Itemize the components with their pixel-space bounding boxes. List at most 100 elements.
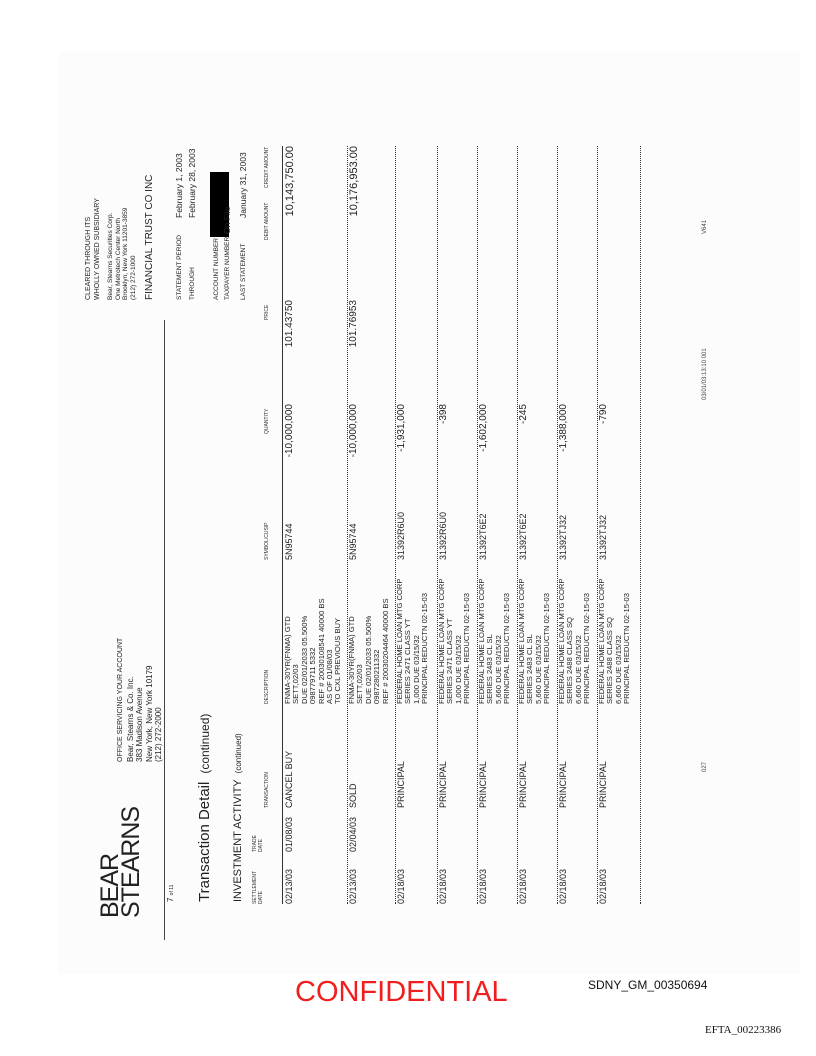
- symbol-cusip: 31392T6E2: [518, 513, 528, 560]
- transaction-type: PRINCIPAL: [518, 761, 528, 808]
- bates-number: SDNY_GM_00350694: [588, 978, 708, 992]
- transaction-type: PRINCIPAL: [438, 761, 448, 808]
- title-text: Transaction Detail: [196, 781, 213, 902]
- description: FEDERAL HOME LOAN MTG CORP SERIES 2471 CL…: [395, 579, 430, 704]
- description: FNMA-30YR(FNMA) GTD SETT,02/03 DUE 02/01/2…: [283, 598, 343, 704]
- col-description: DESCRIPTION: [264, 669, 270, 704]
- quantity: -790: [598, 404, 609, 425]
- symbol-cusip: 31392R6U0: [438, 511, 448, 560]
- header-rule: [164, 320, 165, 940]
- efta-number: EFTA_00223386: [705, 1024, 782, 1036]
- transaction-type: PRINCIPAL: [598, 761, 608, 808]
- table-row: 02/18/03 PRINCIPAL 31392R6U0 -398 FEDERAL HO…: [437, 146, 477, 904]
- footer-code: 027: [702, 761, 708, 772]
- transaction-type: SOLD: [348, 783, 358, 808]
- account-number-label: ACCOUNT NUMBER: [213, 238, 220, 300]
- credit-amount: 10,176,953.00: [348, 146, 360, 217]
- address-line: Bear, Stearns Securities Corp.: [107, 212, 114, 300]
- footer-version: V641: [702, 219, 708, 234]
- col-symbol: SYMBOL/CUSIP: [264, 522, 270, 560]
- settlement-date: 02/18/03: [478, 868, 488, 904]
- cleared-line: CLEARED THROUGH ITS: [85, 216, 92, 300]
- row-divider: [640, 146, 641, 904]
- settlement-date: 02/18/03: [518, 868, 528, 904]
- table-row: 02/18/03 PRINCIPAL 31392TJ32 -790 FEDERAL HO…: [597, 146, 640, 904]
- transaction-type: PRINCIPAL: [558, 761, 568, 808]
- table-row: 02/18/03 PRINCIPAL 31392TJ32 -1,388,000 FEDE…: [557, 146, 597, 904]
- description-line: PRINCIPAL REDUCTN 02-15-03: [502, 593, 512, 704]
- scanned-page-background: [58, 52, 800, 974]
- price: 101.43750: [284, 300, 295, 348]
- title-suffix: (continued): [198, 713, 212, 774]
- office-heading: OFFICE SERVICING YOUR ACCOUNT: [117, 637, 124, 762]
- quantity: -1,931,000: [396, 404, 407, 452]
- table-row: 02/18/03 PRINCIPAL 31392T6E2 -245 FEDERAL HO…: [517, 146, 557, 904]
- quantity: -1,602,000: [478, 404, 489, 452]
- page-current: 7: [166, 897, 175, 902]
- description-line: PRINCIPAL REDUCTN 02-15-03: [582, 593, 592, 704]
- description: FEDERAL HOME LOAN MTG CORP SERIES 2483 CL…: [517, 579, 552, 704]
- description-line: PRINCIPAL REDUCTN 02-15-03: [462, 593, 472, 704]
- col-transaction: TRANSACTION: [264, 772, 270, 808]
- description-line: TO CXL PREVIOUS BUY: [333, 617, 343, 704]
- quantity: -1,388,000: [558, 404, 569, 452]
- statement-period-label: STATEMENT PERIOD: [176, 234, 183, 300]
- transaction-type: PRINCIPAL: [478, 761, 488, 808]
- table-row: 02/13/03 01/08/03 CANCEL BUY 5N95744 -10,000…: [283, 146, 347, 904]
- symbol-cusip: 31392TJ32: [598, 514, 608, 560]
- office-line: 383 Madison Avenue: [135, 687, 144, 762]
- page-number: 7 of 11: [166, 885, 175, 902]
- confidential-stamp: CONFIDENTIAL: [295, 976, 508, 1008]
- subtitle-suffix: (continued): [234, 733, 243, 774]
- through-label: THROUGH: [189, 267, 196, 300]
- clearing-address: Bear, Stearns Securities Corp. One Metro…: [107, 208, 137, 300]
- table-row: 02/18/03 PRINCIPAL 31392T6E2 -1,602,000 FEDE…: [477, 146, 517, 904]
- quantity: -10,000,000: [284, 404, 295, 458]
- symbol-cusip: 31392TJ32: [558, 514, 568, 560]
- address-line: Brooklyn, New York 11201-3859: [122, 207, 129, 300]
- table-row: 02/18/03 PRINCIPAL 31392R6U0 -1,931,000 FEDE…: [395, 146, 437, 904]
- description-line: REF # 20030204464 40000 BS: [380, 598, 390, 704]
- bear-stearns-logo: BEAR STEARNS: [96, 806, 145, 918]
- clearing-info: CLEARED THROUGH ITS WHOLLY OWNED SUBSIDI…: [85, 198, 102, 300]
- settlement-date: 02/18/03: [558, 868, 568, 904]
- quantity: -10,000,000: [348, 404, 359, 458]
- description: FNMA-30YR(FNMA) GTD SETT,02/03 DUE 02/01/2…: [347, 598, 390, 704]
- trade-date: 02/04/03: [348, 816, 358, 852]
- settlement-date: 02/18/03: [598, 868, 608, 904]
- office-line: (212) 272-2000: [154, 707, 163, 762]
- description: FEDERAL HOME LOAN MTG CORP SERIES 2488 CL…: [557, 579, 592, 704]
- page-total: of 11: [169, 884, 175, 896]
- credit-amount: 10,143,750.00: [284, 146, 296, 217]
- through-value: February 28, 2003: [187, 148, 197, 218]
- footer-timestamp: 03/01/03:13:10 001: [702, 348, 708, 400]
- description-line: PRINCIPAL REDUCTN 02-15-03: [542, 593, 552, 704]
- table-row: 02/13/03 02/04/03 SOLD 5N95744 -10,000,000 10…: [347, 146, 395, 904]
- description: FEDERAL HOME LOAN MTG CORP SERIES 2483 CL…: [477, 579, 512, 704]
- address-line: (212) 272-1000: [129, 255, 137, 300]
- col-quantity: QUANTITY: [264, 408, 270, 434]
- last-statement-value: January 31, 2003: [238, 152, 248, 218]
- price: 101.76953: [348, 300, 359, 348]
- taxpayer-value: On File: [222, 206, 232, 234]
- cleared-line: WHOLLY OWNED SUBSIDIARY: [93, 198, 101, 300]
- symbol-cusip: 31392R6U0: [396, 511, 406, 560]
- office-line: Bear, Stearns & Co. Inc.: [125, 676, 135, 762]
- description-line: PRINCIPAL REDUCTN 02-15-03: [622, 593, 632, 704]
- section-title: Transaction Detail (continued): [196, 714, 213, 902]
- settlement-date: 02/13/03: [348, 868, 358, 904]
- address-line: One Metrotech Center North: [114, 217, 122, 300]
- symbol-cusip: 5N95744: [284, 523, 294, 560]
- description: FEDERAL HOME LOAN MTG CORP SERIES 2488 CL…: [597, 579, 632, 704]
- trade-date: 01/08/03: [284, 816, 294, 852]
- transaction-type: PRINCIPAL: [396, 761, 406, 808]
- taxpayer-label: TAXPAYER NUMBER: [224, 236, 231, 300]
- settlement-date: 02/18/03: [438, 868, 448, 904]
- office-line: New York, New York 10179: [144, 665, 154, 762]
- logo-line-2: STEARNS: [117, 806, 145, 918]
- symbol-cusip: 31392T6E2: [478, 513, 488, 560]
- settlement-date: 02/13/03: [284, 868, 294, 904]
- statement-page: BEAR STEARNS OFFICE SERVICING YOUR ACCOU…: [80, 130, 708, 940]
- settlement-date: 02/18/03: [396, 868, 406, 904]
- subtitle-text: INVESTMENT ACTIVITY: [232, 779, 244, 902]
